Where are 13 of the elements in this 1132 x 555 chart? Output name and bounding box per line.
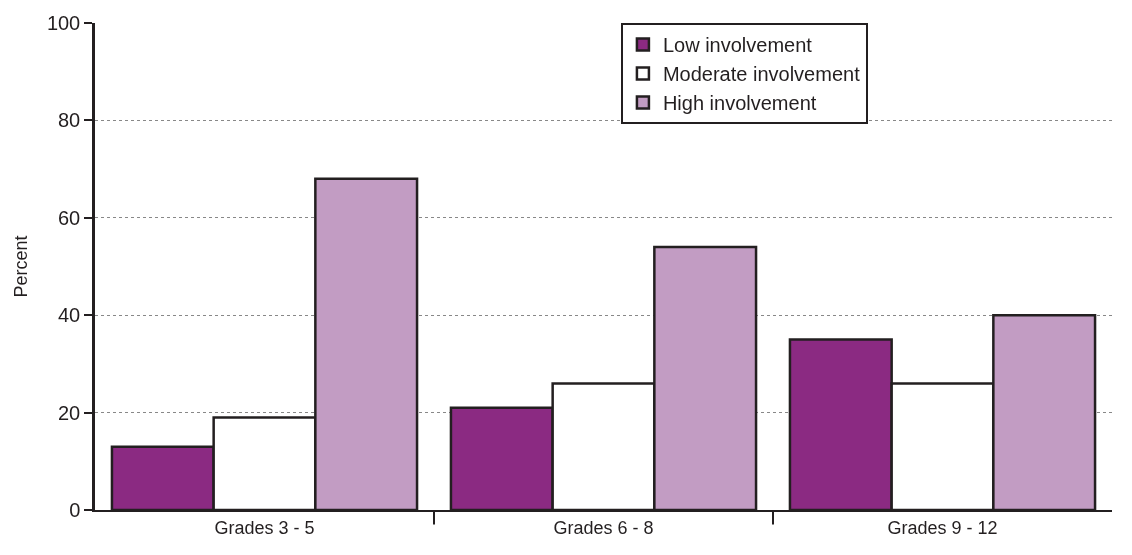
- legend-label: High involvement: [662, 92, 817, 115]
- y-axis-title: Percent: [11, 235, 32, 298]
- x-tick-label: Grades 3 - 5: [214, 517, 315, 538]
- x-tick-label: Grades 6 - 8: [553, 517, 654, 538]
- legend-label: Low involvement: [662, 34, 813, 57]
- y-tick-label: 80: [58, 109, 81, 132]
- y-tick-label: 0: [69, 499, 81, 521]
- y-tick-label: 20: [58, 401, 81, 424]
- y-tick-label: 60: [58, 206, 81, 229]
- y-tick-label: 100: [46, 12, 81, 34]
- x-tick-label: Grades 9 - 12: [887, 517, 998, 538]
- y-tick-label: 40: [58, 304, 81, 327]
- legend-label: Moderate involvement: [662, 63, 861, 86]
